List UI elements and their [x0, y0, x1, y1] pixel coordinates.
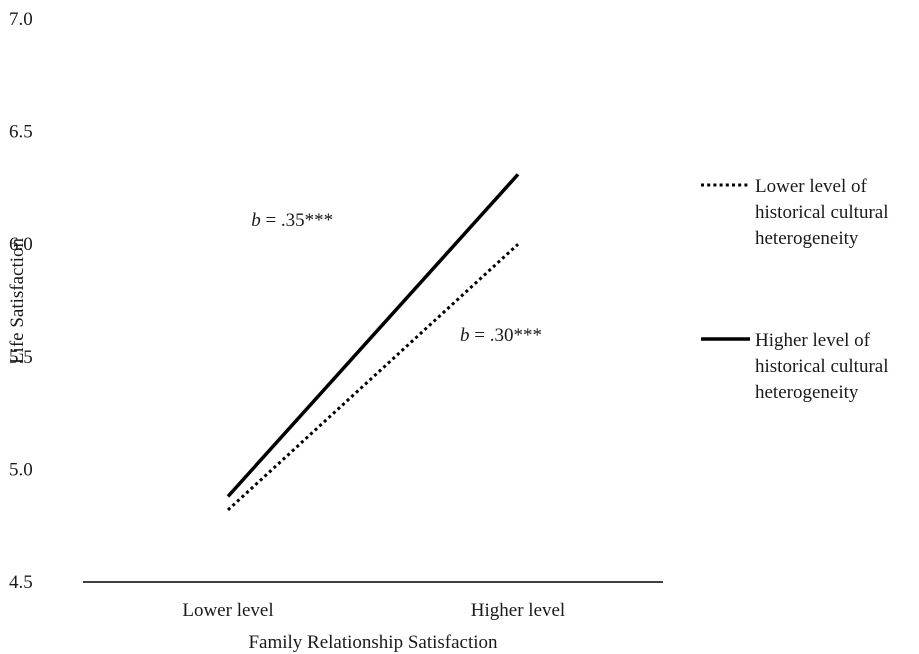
y-tick-label: 6.0 — [9, 234, 33, 255]
slope-symbol: b — [460, 325, 470, 346]
y-tick-label: 5.0 — [9, 459, 33, 480]
slope-symbol: b — [251, 210, 261, 231]
legend-label-line: historical cultural — [755, 356, 888, 377]
series-lines — [226, 173, 520, 512]
y-tick-label: 5.5 — [9, 347, 33, 368]
slope-annotation: b = .30*** — [460, 325, 542, 346]
y-axis-title: Life Satisfaction — [7, 237, 28, 364]
legend-label-line: heterogeneity — [755, 228, 859, 249]
y-axis-ticks: 4.5 5.0 5.5 6.0 6.5 7.0 — [9, 9, 33, 593]
series-line-lower-heterogeneity — [226, 243, 520, 512]
x-tick-label: Lower level — [182, 600, 273, 621]
x-axis-ticks: Lower level Higher level — [182, 600, 565, 621]
annotations: b = .35***b = .30*** — [251, 210, 542, 346]
x-axis-title: Family Relationship Satisfaction — [248, 632, 498, 653]
legend-label: Higher level of historical cultural hetero… — [755, 330, 888, 403]
x-tick-label: Higher level — [471, 600, 565, 621]
legend-label: Lower level of historical cultural heterog… — [755, 176, 888, 249]
slope-annotation: b = .35*** — [251, 210, 333, 231]
legend-label-line: Higher level of — [755, 330, 871, 351]
y-tick-label: 4.5 — [9, 572, 33, 593]
legend-label-line: Lower level of — [755, 176, 868, 197]
y-tick-label: 6.5 — [9, 122, 33, 143]
legend: Lower level of historical cultural heterog… — [701, 176, 888, 403]
legend-label-line: heterogeneity — [755, 382, 859, 403]
y-tick-label: 7.0 — [9, 9, 33, 30]
slope-value: = .30*** — [470, 325, 542, 346]
slope-value: = .35*** — [261, 210, 333, 231]
series-line-higher-heterogeneity — [226, 173, 520, 498]
legend-label-line: historical cultural — [755, 202, 888, 223]
